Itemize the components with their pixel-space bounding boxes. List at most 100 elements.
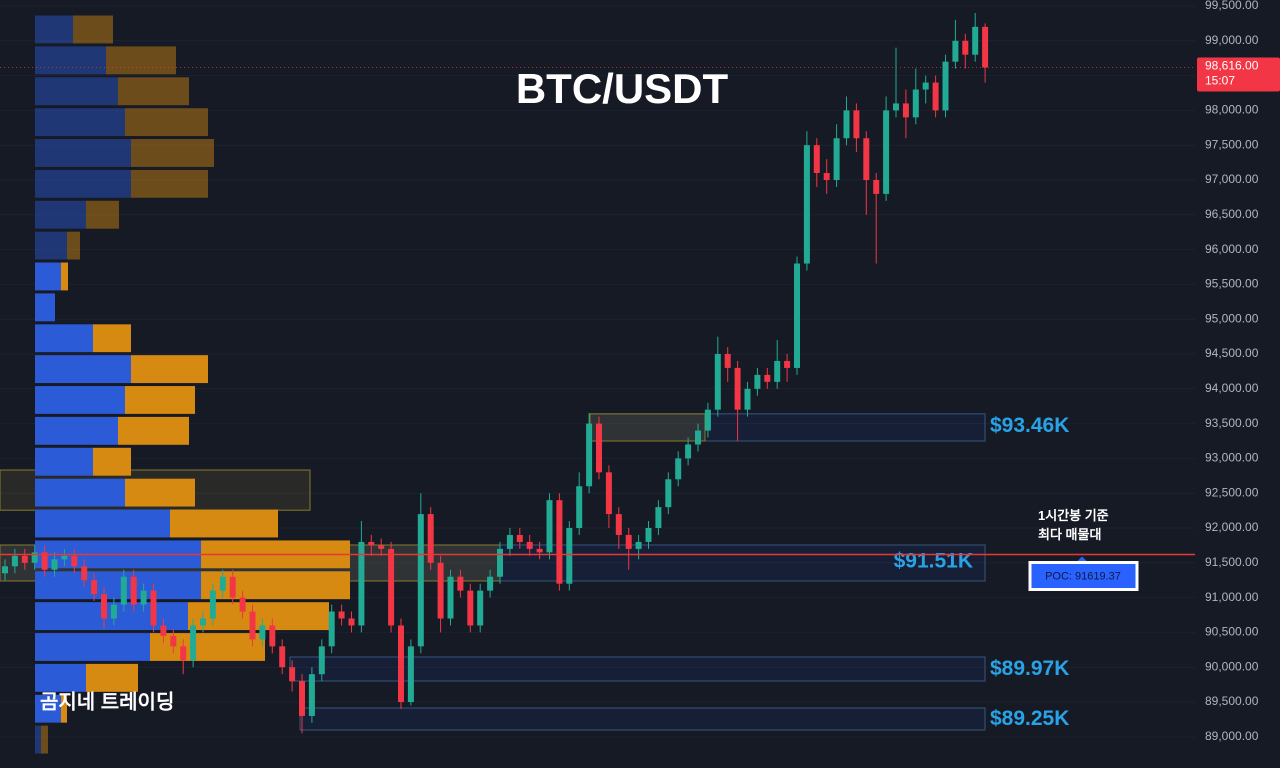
candle-body xyxy=(704,409,711,431)
candle-body xyxy=(734,367,741,410)
profile-buy xyxy=(35,663,86,692)
profile-buy xyxy=(35,200,86,229)
candle-body xyxy=(21,555,28,563)
profile-buy xyxy=(35,447,93,476)
candle-body xyxy=(893,103,899,111)
profile-sell xyxy=(106,46,176,75)
y-tick-label: 93,500.00 xyxy=(1205,416,1259,430)
candle-body xyxy=(190,625,197,661)
candle-body xyxy=(873,179,880,194)
candle-body xyxy=(803,145,810,264)
profile-buy xyxy=(35,169,131,198)
profile-sell xyxy=(125,478,195,507)
candle-body xyxy=(91,580,98,595)
profile-buy xyxy=(35,139,131,167)
y-tick-label: 94,500.00 xyxy=(1205,346,1259,360)
y-tick-label: 92,500.00 xyxy=(1205,485,1259,499)
candle-body xyxy=(417,514,424,647)
candle-body xyxy=(516,534,523,542)
candle-body xyxy=(714,354,721,410)
candle-body xyxy=(843,110,850,139)
profile-sell xyxy=(118,416,189,445)
y-tick-label: 95,500.00 xyxy=(1205,277,1259,291)
candle-body xyxy=(566,528,573,584)
profile-sell xyxy=(93,447,131,476)
candle-body xyxy=(427,514,434,563)
poc-note: 1시간봉 기준 xyxy=(1038,508,1109,523)
candle-body xyxy=(467,590,474,626)
candle-body xyxy=(110,604,117,619)
profile-sell xyxy=(61,694,67,723)
candle-body xyxy=(497,548,503,577)
y-tick-label: 97,000.00 xyxy=(1205,172,1259,186)
profile-sell xyxy=(125,386,195,414)
candle-body xyxy=(11,555,18,567)
profile-sell xyxy=(201,571,350,600)
candle-body xyxy=(853,110,860,139)
y-tick-label: 96,000.00 xyxy=(1205,242,1259,256)
candle-body xyxy=(695,430,701,445)
candle-body xyxy=(902,103,909,118)
y-tick-label: 91,000.00 xyxy=(1205,590,1259,604)
candle-body xyxy=(744,388,751,410)
zone-box xyxy=(589,413,986,442)
poc-note: 최다 매물대 xyxy=(1038,527,1101,542)
candle-body xyxy=(546,500,553,553)
zone-origin xyxy=(589,413,706,442)
candle-body xyxy=(31,552,38,563)
candle-body xyxy=(338,611,345,619)
candle-body xyxy=(51,559,58,570)
candle-body xyxy=(635,541,642,549)
candles xyxy=(2,12,989,734)
candle-body xyxy=(833,138,840,180)
candle-body xyxy=(536,548,543,553)
candle-body xyxy=(41,552,48,570)
candle-body xyxy=(952,40,959,62)
candle-body xyxy=(506,534,513,549)
profile-sell xyxy=(131,169,208,198)
profile-sell xyxy=(125,108,208,137)
profile-sell xyxy=(131,355,208,384)
candle-body xyxy=(982,26,989,68)
zone-label: $89.97K xyxy=(990,657,1069,680)
profile-buy xyxy=(35,386,125,414)
candle-body xyxy=(675,458,682,480)
candle-body xyxy=(596,423,602,473)
candle-body xyxy=(120,576,127,605)
candle-body xyxy=(764,374,771,382)
profile-sell xyxy=(73,15,113,44)
candle-body xyxy=(289,667,296,682)
y-tick-label: 97,500.00 xyxy=(1205,137,1259,151)
candle-body xyxy=(200,618,206,626)
candle-body xyxy=(299,681,305,716)
profile-sell xyxy=(131,139,214,167)
candle-body xyxy=(655,507,662,529)
y-tick-label: 98,000.00 xyxy=(1205,103,1259,117)
profile-buy xyxy=(35,725,41,754)
y-tick-label: 89,000.00 xyxy=(1205,729,1259,743)
candle-body xyxy=(140,590,147,605)
candle-body xyxy=(922,82,929,90)
candle-body xyxy=(368,541,375,546)
zone-box xyxy=(289,656,986,682)
profile-sell xyxy=(86,663,138,692)
watermark: 곰지네 트레이딩 xyxy=(40,690,174,713)
last-price-tag xyxy=(1197,57,1280,92)
last-price-countdown: 15:07 xyxy=(1205,74,1235,88)
profile-buy xyxy=(35,324,93,353)
candle-body xyxy=(932,82,939,111)
candle-body xyxy=(487,576,494,591)
y-tick-label: 93,000.00 xyxy=(1205,451,1259,465)
candle-body xyxy=(972,26,979,55)
y-tick-label: 99,500.00 xyxy=(1205,0,1259,12)
candle-body xyxy=(209,590,216,619)
zone-label: $91.51K xyxy=(894,550,973,573)
profile-sell xyxy=(41,725,48,754)
candle-body xyxy=(457,576,464,591)
candle-body xyxy=(398,625,404,703)
candle-body xyxy=(358,541,365,626)
candle-body xyxy=(378,545,385,549)
profile-buy xyxy=(35,694,61,723)
candle-body xyxy=(249,611,256,640)
